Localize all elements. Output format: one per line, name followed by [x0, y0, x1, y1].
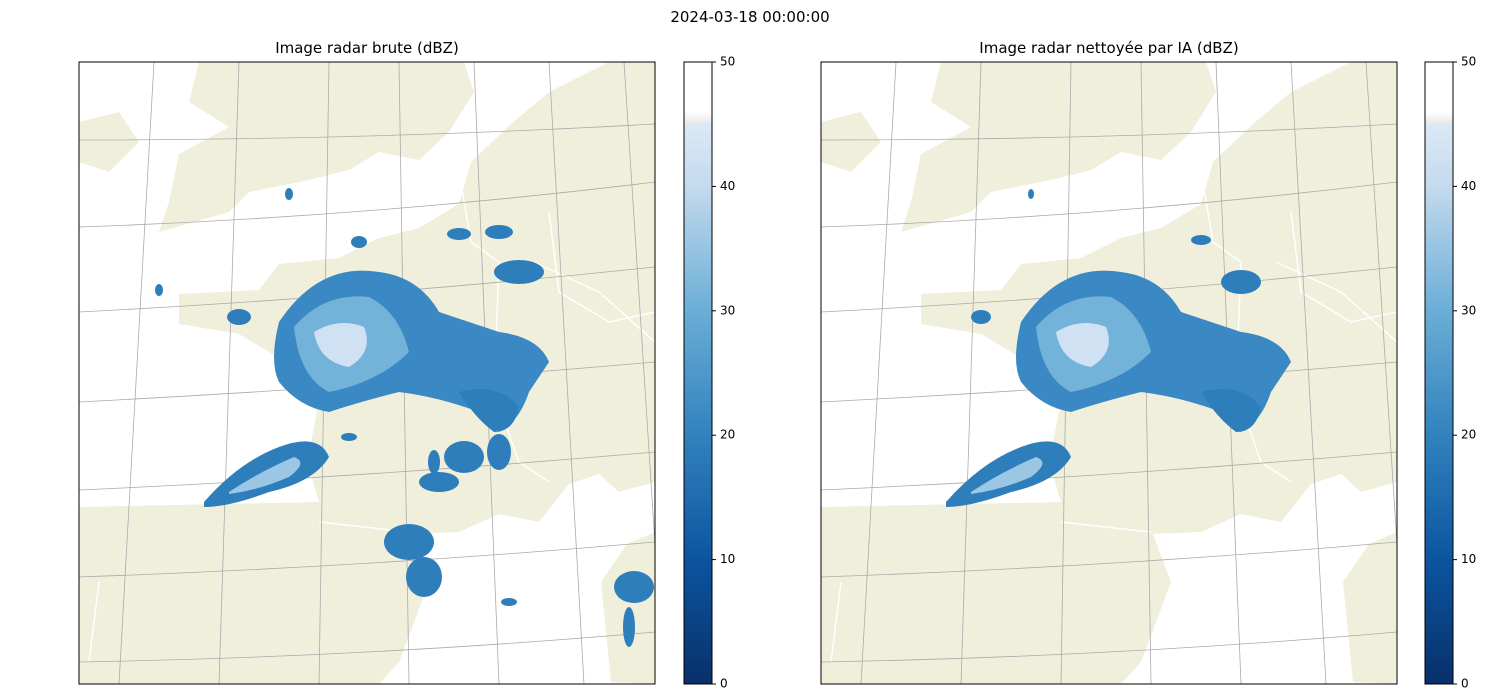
colorbar-tick-label: 30 [1461, 303, 1476, 317]
colorbar-tick-label: 30 [720, 303, 735, 317]
colorbar-tick-label: 20 [720, 428, 735, 442]
panel-title: Image radar nettoyée par IA (dBZ) [979, 39, 1238, 57]
colorbar-tick-label: 0 [720, 677, 728, 691]
colorbar-tick-label: 0 [1461, 677, 1469, 691]
colorbar-tick-label: 10 [1461, 552, 1476, 566]
colorbar-tick-label: 50 [1461, 55, 1476, 69]
colorbar-tick-label: 20 [1461, 428, 1476, 442]
colorbar-tick-label: 50 [720, 55, 735, 69]
colorbar-tick-label: 40 [720, 179, 735, 193]
panel-title: Image radar brute (dBZ) [275, 39, 459, 57]
colorbar-tick-label: 10 [720, 552, 735, 566]
colorbar: 0 10 20 30 40 50 [1424, 55, 1476, 691]
map-panel [820, 61, 1398, 685]
colorbar-tick-label: 40 [1461, 179, 1476, 193]
map-panel [78, 61, 656, 685]
colorbar: 0 10 20 30 40 50 [683, 55, 735, 691]
figure-title: 2024-03-18 00:00:00 [670, 8, 829, 26]
